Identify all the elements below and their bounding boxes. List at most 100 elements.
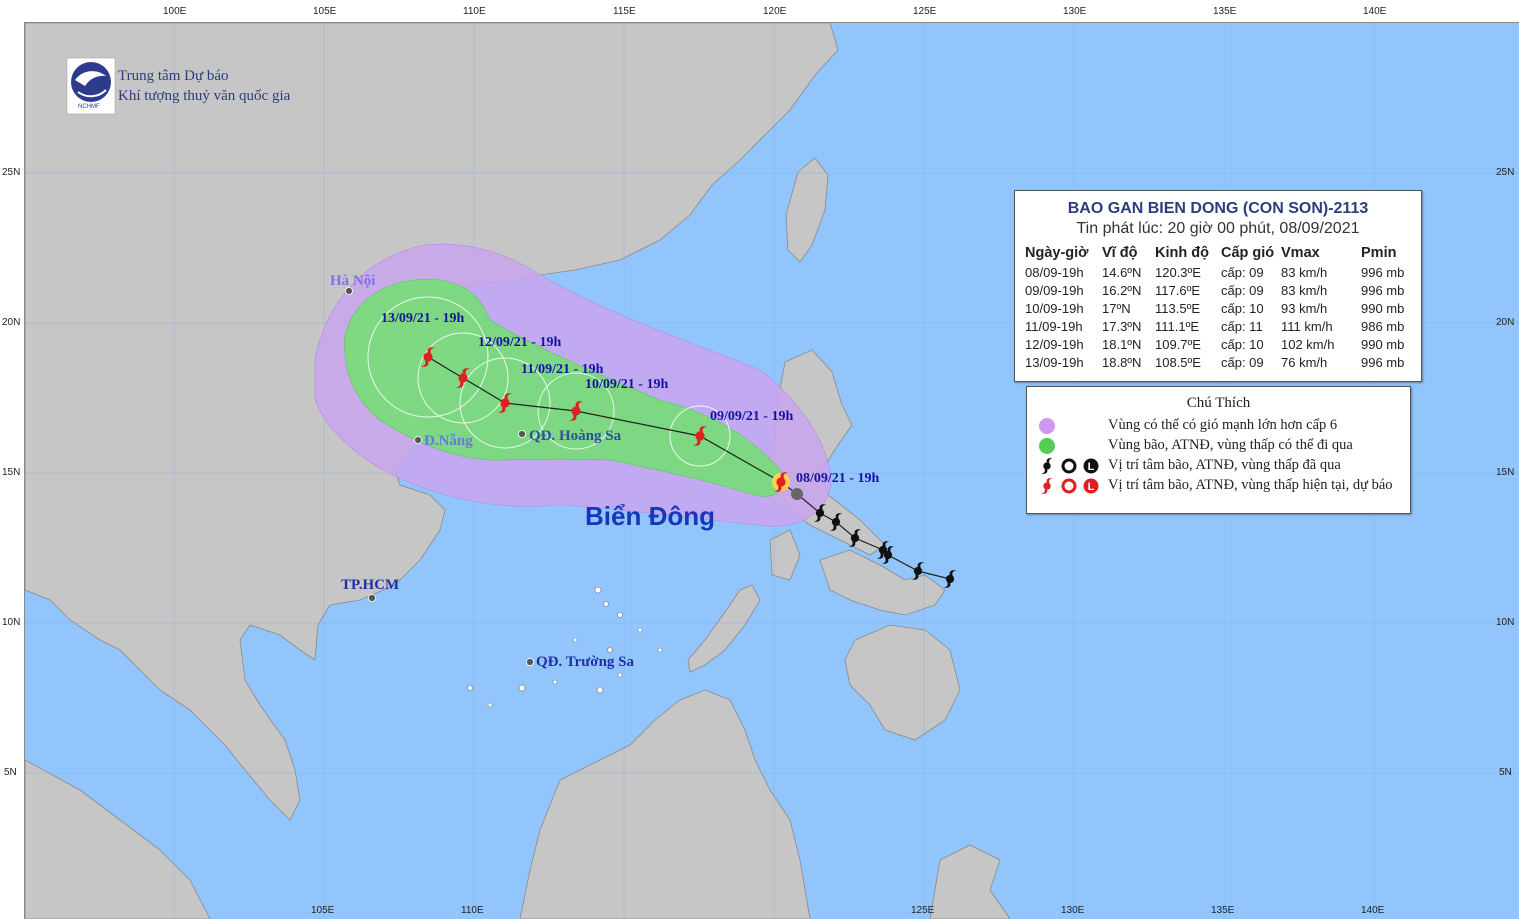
lat-label-left: 25N xyxy=(2,167,21,178)
track-label: 11/09/21 - 19h xyxy=(521,362,604,377)
lon-label-bottom: 125E xyxy=(911,905,935,916)
black-storm-symbols-icon: L xyxy=(1039,458,1101,479)
legend-item-track-zone: Vùng bão, ATNĐ, vùng thấp có thể đi qua xyxy=(1027,436,1410,456)
col-header: Kinh độ xyxy=(1155,244,1209,261)
track-label: 09/09/21 - 19h xyxy=(710,409,794,424)
lat-label-left: 20N xyxy=(2,317,21,328)
col-header: Vmax xyxy=(1281,244,1320,261)
table-cell: cấp: 10 xyxy=(1221,300,1264,316)
bulletin-table: Ngày-giờ Vĩ độ Kinh độ Cấp gió Vmax Pmin… xyxy=(1025,242,1421,371)
col-header: Vĩ độ xyxy=(1102,244,1138,261)
table-cell: 08/09-19h xyxy=(1025,264,1084,280)
table-cell: 12/09-19h xyxy=(1025,336,1084,352)
lat-label-left: 15N xyxy=(2,467,21,478)
agency-name-line2: Khí tượng thuỷ văn quốc gia xyxy=(118,88,291,104)
table-row: 10/09-19h 17ºN 113.5ºE cấp: 10 93 km/h 990 mb xyxy=(1025,299,1421,317)
table-cell: 109.7ºE xyxy=(1155,336,1201,352)
palawan-island xyxy=(687,584,761,673)
table-row: 12/09-19h 18.1ºN 109.7ºE cấp: 10 102 km/h 990… xyxy=(1025,335,1421,353)
lat-label-right: 5N xyxy=(1499,767,1512,778)
legend-text: Vị trí tâm bão, ATNĐ, vùng thấp hiện tại… xyxy=(1108,477,1393,493)
lat-label-right: 15N xyxy=(1496,467,1515,478)
legend-text: Vị trí tâm bão, ATNĐ, vùng thấp đã qua xyxy=(1108,457,1341,473)
legend-title: Chú Thích xyxy=(1186,395,1251,411)
table-cell: 102 km/h xyxy=(1281,336,1335,352)
city-dots xyxy=(345,287,534,666)
bulletin-issued-time: Tin phát lúc: 20 giờ 00 phút, 08/09/2021 xyxy=(1076,220,1360,237)
label-hanoi: Hà Nội xyxy=(330,273,376,289)
table-cell: 996 mb xyxy=(1361,264,1405,280)
table-cell: cấp: 09 xyxy=(1221,282,1264,298)
table-cell: 17ºN xyxy=(1102,300,1131,316)
table-cell: 111 km/h xyxy=(1281,318,1333,334)
spratly-islets xyxy=(467,586,663,708)
taiwan-island xyxy=(785,157,829,263)
lon-label-bottom: 140E xyxy=(1361,905,1385,916)
lon-label-bottom: 135E xyxy=(1211,905,1235,916)
lon-label-top: 110E xyxy=(463,6,486,17)
table-cell: cấp: 09 xyxy=(1221,354,1264,370)
table-cell: 18.8ºN xyxy=(1102,354,1142,370)
table-cell: cấp: 09 xyxy=(1221,264,1264,280)
past-low-center xyxy=(791,488,803,500)
map-frame-top xyxy=(0,0,1519,23)
lon-label-top: 130E xyxy=(1063,6,1087,17)
label-hcm: TP.HCM xyxy=(341,577,400,593)
table-cell: 17.3ºN xyxy=(1102,318,1142,334)
table-row: 09/09-19h 16.2ºN 117.6ºE cấp: 09 83 km/h 996 … xyxy=(1025,281,1421,299)
lat-label-right: 10N xyxy=(1496,617,1515,628)
sumatra-island xyxy=(25,759,211,919)
lat-label-right: 20N xyxy=(1496,317,1515,328)
table-cell: 18.1ºN xyxy=(1102,336,1142,352)
visayas-islands xyxy=(819,549,946,616)
legend-text: Vùng có thể có gió mạnh lớn hơn cấp 6 xyxy=(1108,417,1338,433)
past-positions xyxy=(791,488,957,588)
table-cell: 09/09-19h xyxy=(1025,282,1084,298)
legend-text: Vùng bão, ATNĐ, vùng thấp có thể đi qua xyxy=(1108,437,1353,453)
table-cell: 76 km/h xyxy=(1281,354,1328,370)
bulletin-title: BAO GAN BIEN DONG (CON SON)-2113 xyxy=(1067,200,1369,217)
track-label: 13/09/21 - 19h xyxy=(381,311,465,326)
svg-text:L: L xyxy=(1088,461,1095,473)
lon-label-top: 105E xyxy=(313,6,337,17)
table-row: 13/09-19h 18.8ºN 108.5ºE cấp: 09 76 km/h 996 … xyxy=(1025,353,1421,371)
label-hoangsa: QĐ. Hoàng Sa xyxy=(529,428,622,444)
lat-label-left: 10N xyxy=(2,617,21,628)
label-sea-name: Biển Đông xyxy=(585,501,715,531)
green-circle-icon xyxy=(1039,438,1055,459)
bulletin-header-row: Ngày-giờ Vĩ độ Kinh độ Cấp gió Vmax Pmin xyxy=(1025,242,1421,263)
table-cell: 108.5ºE xyxy=(1155,354,1201,370)
track-label: 08/09/21 - 19h xyxy=(796,471,880,486)
table-cell: 83 km/h xyxy=(1281,282,1328,298)
legend-item-past: L Vị trí tâm bão, ATNĐ, vùng thấp đã qua xyxy=(1027,456,1410,476)
col-header: Pmin xyxy=(1361,244,1397,261)
borneo-island xyxy=(519,689,811,919)
table-cell: 990 mb xyxy=(1361,336,1405,352)
mainland-asia xyxy=(25,23,839,821)
table-cell: 111.1ºE xyxy=(1155,318,1200,334)
col-header: Ngày-giờ xyxy=(1025,244,1089,261)
agency-name-line1: Trung tâm Dự báo xyxy=(118,68,229,84)
table-cell: 93 km/h xyxy=(1281,300,1328,316)
lon-label-top: 135E xyxy=(1213,6,1237,17)
lon-label-top: 115E xyxy=(613,6,636,17)
table-cell: 990 mb xyxy=(1361,300,1405,316)
map-frame-left xyxy=(0,22,25,919)
table-cell: cấp: 11 xyxy=(1221,318,1263,334)
svg-text:L: L xyxy=(1088,481,1095,493)
lon-label-top: 100E xyxy=(163,6,187,17)
table-cell: 83 km/h xyxy=(1281,264,1328,280)
label-truongsa: QĐ. Trường Sa xyxy=(536,654,635,670)
table-cell: 996 mb xyxy=(1361,282,1405,298)
lon-label-bottom: 130E xyxy=(1061,905,1085,916)
lat-label-left: 5N xyxy=(4,767,17,778)
nchmf-logo xyxy=(66,57,116,115)
red-storm-symbols-icon: L xyxy=(1039,478,1101,499)
label-danang: Đ.Nẵng xyxy=(424,433,473,449)
table-cell: 117.6ºE xyxy=(1155,282,1200,298)
legend-item-wind-zone: Vùng có thể có gió mạnh lớn hơn cấp 6 xyxy=(1027,416,1410,436)
track-label: 10/09/21 - 19h xyxy=(585,377,669,392)
table-cell: cấp: 10 xyxy=(1221,336,1264,352)
lon-label-top: 125E xyxy=(913,6,937,17)
table-cell: 14.6ºN xyxy=(1102,264,1142,280)
